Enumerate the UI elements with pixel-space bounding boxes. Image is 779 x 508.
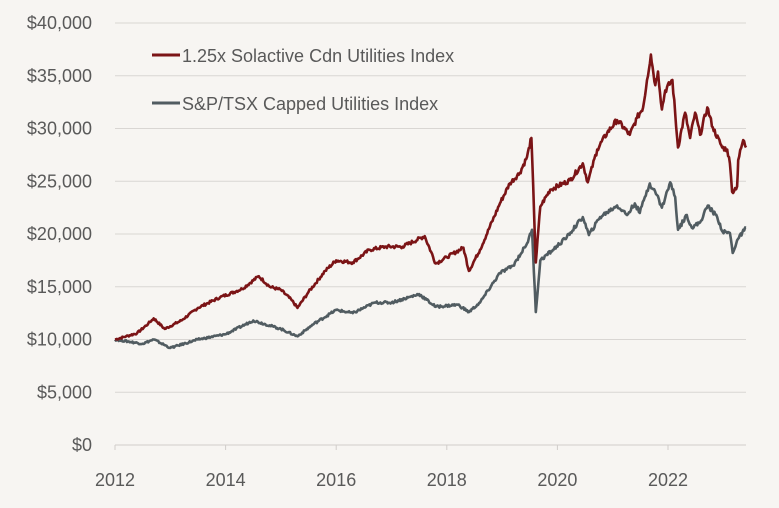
y-tick-label: $15,000 bbox=[27, 277, 92, 297]
y-tick-label: $40,000 bbox=[27, 13, 92, 33]
x-tick-label: 2016 bbox=[316, 470, 356, 490]
legend-label-tsx: S&P/TSX Capped Utilities Index bbox=[182, 94, 438, 114]
x-tick-label: 2014 bbox=[206, 470, 246, 490]
series-line-solactive bbox=[114, 53, 748, 341]
legend-label-solactive: 1.25x Solactive Cdn Utilities Index bbox=[182, 46, 454, 66]
x-tick-label: 2012 bbox=[95, 470, 135, 490]
y-tick-label: $5,000 bbox=[37, 382, 92, 402]
y-tick-label: $0 bbox=[72, 435, 92, 455]
y-tick-label: $30,000 bbox=[27, 119, 92, 139]
y-axis-tick-labels: $0 $5,000 $10,000 $15,000 $20,000 $25,000 $30,… bbox=[27, 13, 92, 455]
y-tick-label: $25,000 bbox=[27, 171, 92, 191]
x-tick-label: 2022 bbox=[648, 470, 688, 490]
x-tick-label: 2020 bbox=[537, 470, 577, 490]
y-tick-label: $35,000 bbox=[27, 66, 92, 86]
x-axis-tick-labels: 2012 2014 2016 2018 2020 2022 bbox=[95, 445, 688, 490]
x-tick-label: 2018 bbox=[427, 470, 467, 490]
y-tick-label: $20,000 bbox=[27, 224, 92, 244]
gridlines bbox=[115, 22, 746, 393]
series-line-tsx bbox=[113, 181, 747, 350]
y-tick-label: $10,000 bbox=[27, 330, 92, 350]
legend: 1.25x Solactive Cdn Utilities Index S&P/… bbox=[152, 46, 454, 114]
series-lines bbox=[113, 53, 748, 350]
